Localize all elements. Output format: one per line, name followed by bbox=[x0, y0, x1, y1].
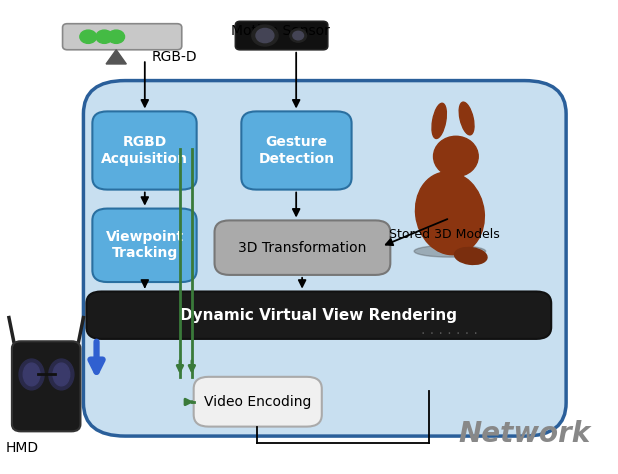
Ellipse shape bbox=[433, 137, 478, 177]
Circle shape bbox=[108, 30, 125, 44]
Ellipse shape bbox=[432, 103, 446, 138]
Text: HMD: HMD bbox=[6, 441, 39, 455]
Text: Viewpoint
Tracking: Viewpoint Tracking bbox=[106, 230, 184, 260]
Ellipse shape bbox=[19, 359, 44, 390]
FancyBboxPatch shape bbox=[12, 341, 80, 431]
Text: Motion Sensor: Motion Sensor bbox=[231, 24, 329, 38]
Text: · · · · · · ·: · · · · · · · bbox=[421, 327, 478, 341]
FancyBboxPatch shape bbox=[62, 24, 182, 50]
FancyBboxPatch shape bbox=[214, 220, 391, 275]
FancyBboxPatch shape bbox=[92, 209, 197, 282]
Ellipse shape bbox=[23, 363, 40, 386]
Text: RGB-D: RGB-D bbox=[152, 50, 198, 64]
Text: 3D Transformation: 3D Transformation bbox=[238, 241, 366, 255]
FancyBboxPatch shape bbox=[193, 377, 322, 427]
Text: Video Encoding: Video Encoding bbox=[204, 395, 311, 409]
FancyBboxPatch shape bbox=[83, 81, 566, 436]
FancyBboxPatch shape bbox=[87, 292, 551, 339]
Circle shape bbox=[290, 29, 307, 42]
FancyBboxPatch shape bbox=[242, 111, 352, 190]
Circle shape bbox=[80, 30, 96, 44]
Text: Network: Network bbox=[459, 419, 591, 448]
FancyBboxPatch shape bbox=[235, 21, 328, 50]
Polygon shape bbox=[106, 50, 126, 64]
Ellipse shape bbox=[49, 359, 74, 390]
Ellipse shape bbox=[415, 172, 485, 255]
Ellipse shape bbox=[414, 246, 486, 257]
Circle shape bbox=[96, 30, 112, 44]
Text: Gesture
Detection: Gesture Detection bbox=[258, 136, 334, 165]
Text: RGBD
Acquisition: RGBD Acquisition bbox=[101, 136, 188, 165]
Text: Dynamic Virtual View Rendering: Dynamic Virtual View Rendering bbox=[180, 308, 457, 323]
Circle shape bbox=[256, 28, 274, 43]
Ellipse shape bbox=[454, 247, 487, 264]
Circle shape bbox=[293, 31, 303, 40]
Ellipse shape bbox=[459, 102, 474, 135]
Circle shape bbox=[252, 25, 278, 46]
FancyBboxPatch shape bbox=[92, 111, 197, 190]
Text: Stored 3D Models: Stored 3D Models bbox=[389, 228, 499, 241]
Ellipse shape bbox=[53, 363, 70, 386]
